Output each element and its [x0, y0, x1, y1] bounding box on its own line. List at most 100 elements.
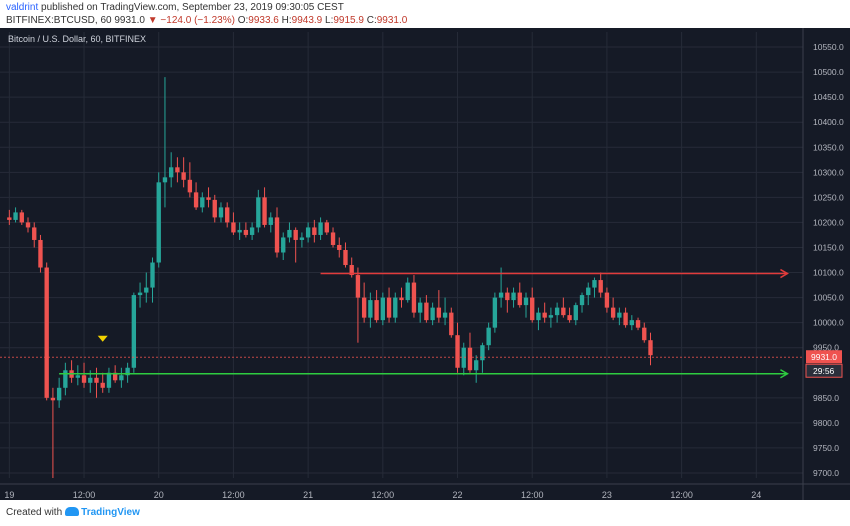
candle-body: [480, 345, 485, 361]
candle-body: [243, 229, 249, 235]
ohlc-line: BITFINEX:BTCUSD, 60 9931.0 ▼ −124.0 (−1.…: [6, 15, 407, 26]
candle-body: [281, 237, 286, 253]
candle-body: [181, 172, 186, 180]
candle-body: [523, 297, 529, 306]
candle-body: [231, 222, 236, 233]
high-label: H:: [281, 15, 292, 26]
candle-body: [293, 229, 298, 240]
candle-body: [635, 320, 641, 328]
candle-body: [13, 212, 18, 220]
author-link[interactable]: valdrint: [6, 2, 39, 13]
price-tick-label: 9700.0: [813, 468, 839, 478]
candle-body: [287, 229, 292, 238]
candle-body: [200, 197, 205, 208]
candle-body: [206, 197, 211, 200]
price-tick-label: 9850.0: [813, 393, 839, 403]
last-price: 9931.0: [114, 15, 145, 26]
countdown-badge-label: 29:56: [813, 366, 835, 376]
candle-body: [517, 292, 522, 306]
candle-body: [561, 307, 566, 316]
candle-body: [50, 397, 56, 401]
candle-body: [380, 297, 386, 321]
symbol-label: BITFINEX:BTCUSD, 60: [6, 15, 112, 26]
candle-body: [94, 377, 99, 383]
publish-info: published on TradingView.com, September …: [41, 2, 344, 13]
candle-body: [424, 302, 429, 321]
price-tick-label: 10500.0: [813, 67, 844, 77]
candle-body: [75, 375, 80, 378]
candle-body: [337, 244, 342, 250]
candle-body: [586, 287, 591, 296]
price-tick-label: 9950.0: [813, 343, 839, 353]
candle-body: [305, 227, 311, 238]
low-label: L:: [325, 15, 334, 26]
support-arrow-icon: [780, 369, 789, 379]
time-tick-label: 21: [303, 490, 313, 500]
candle-body: [492, 297, 498, 328]
candle-body: [405, 282, 410, 301]
candle-body: [617, 312, 622, 318]
candle-body: [592, 280, 597, 288]
candle-body: [249, 227, 255, 235]
candle-body: [100, 382, 105, 388]
candle-body: [374, 300, 379, 321]
candle-body: [38, 239, 43, 268]
candle-body: [368, 300, 373, 318]
candle-body: [81, 375, 87, 383]
price-tick-label: 10000.0: [813, 318, 844, 328]
time-tick-label: 22: [453, 490, 463, 500]
last-price-badge: [806, 350, 842, 364]
candle-body: [225, 207, 230, 223]
candle-body: [417, 302, 423, 313]
candle-body: [486, 327, 491, 346]
candle-body: [604, 292, 610, 308]
candle-body: [642, 327, 647, 341]
candle-body: [169, 167, 174, 178]
candle-body: [162, 177, 168, 183]
candle-body: [25, 222, 31, 228]
candle-body: [343, 249, 348, 266]
time-tick-label: 12:00: [372, 490, 395, 500]
candle-body: [386, 297, 392, 318]
countdown-badge: [805, 363, 843, 378]
candle-body: [193, 192, 199, 208]
candle-body: [112, 372, 118, 381]
candle-body: [32, 227, 37, 240]
change-value: −124.0 (−1.23%): [160, 15, 235, 26]
price-tick-label: 10250.0: [813, 192, 844, 202]
candle-body: [573, 305, 578, 321]
candle-body: [312, 227, 317, 235]
price-tick-label: 9750.0: [813, 443, 839, 453]
low-value: 9915.9: [333, 15, 364, 26]
candlestick-chart[interactable]: 10550.0 10500.0 10450.0 10400.0 10350.0 10300…: [0, 28, 850, 500]
candle-body: [19, 212, 24, 223]
tradingview-link[interactable]: TradingView: [81, 507, 140, 518]
time-tick-label: 12:00: [670, 490, 693, 500]
last-price-badge-label: 9931.0: [811, 352, 837, 362]
candle-body: [629, 320, 634, 326]
open-label: O:: [237, 15, 249, 26]
candle-body: [156, 182, 161, 263]
publish-line: valdrint published on TradingView.com, S…: [6, 2, 344, 13]
price-tick-label: 9800.0: [813, 418, 839, 428]
candle-body: [106, 372, 112, 388]
candle-body: [399, 297, 404, 301]
footer: Created with TradingView: [0, 500, 850, 526]
candle-body: [505, 292, 510, 301]
open-value: 9933.6: [248, 15, 279, 26]
candle-body: [411, 282, 417, 313]
candle-body: [7, 217, 12, 220]
resistance-arrow-icon: [780, 268, 789, 279]
price-tick-label: 10550.0: [813, 42, 844, 52]
chart-area[interactable]: [0, 28, 850, 500]
candle-body: [361, 297, 367, 318]
candle-body: [461, 347, 466, 368]
candle-body: [150, 262, 155, 288]
candle-body: [455, 335, 460, 368]
candle-body: [430, 307, 435, 321]
time-tick-label: 24: [751, 490, 761, 500]
candle-body: [131, 295, 137, 368]
candle-body: [598, 280, 603, 293]
candle-body: [262, 197, 267, 225]
time-tick-label: 12:00: [521, 490, 544, 500]
